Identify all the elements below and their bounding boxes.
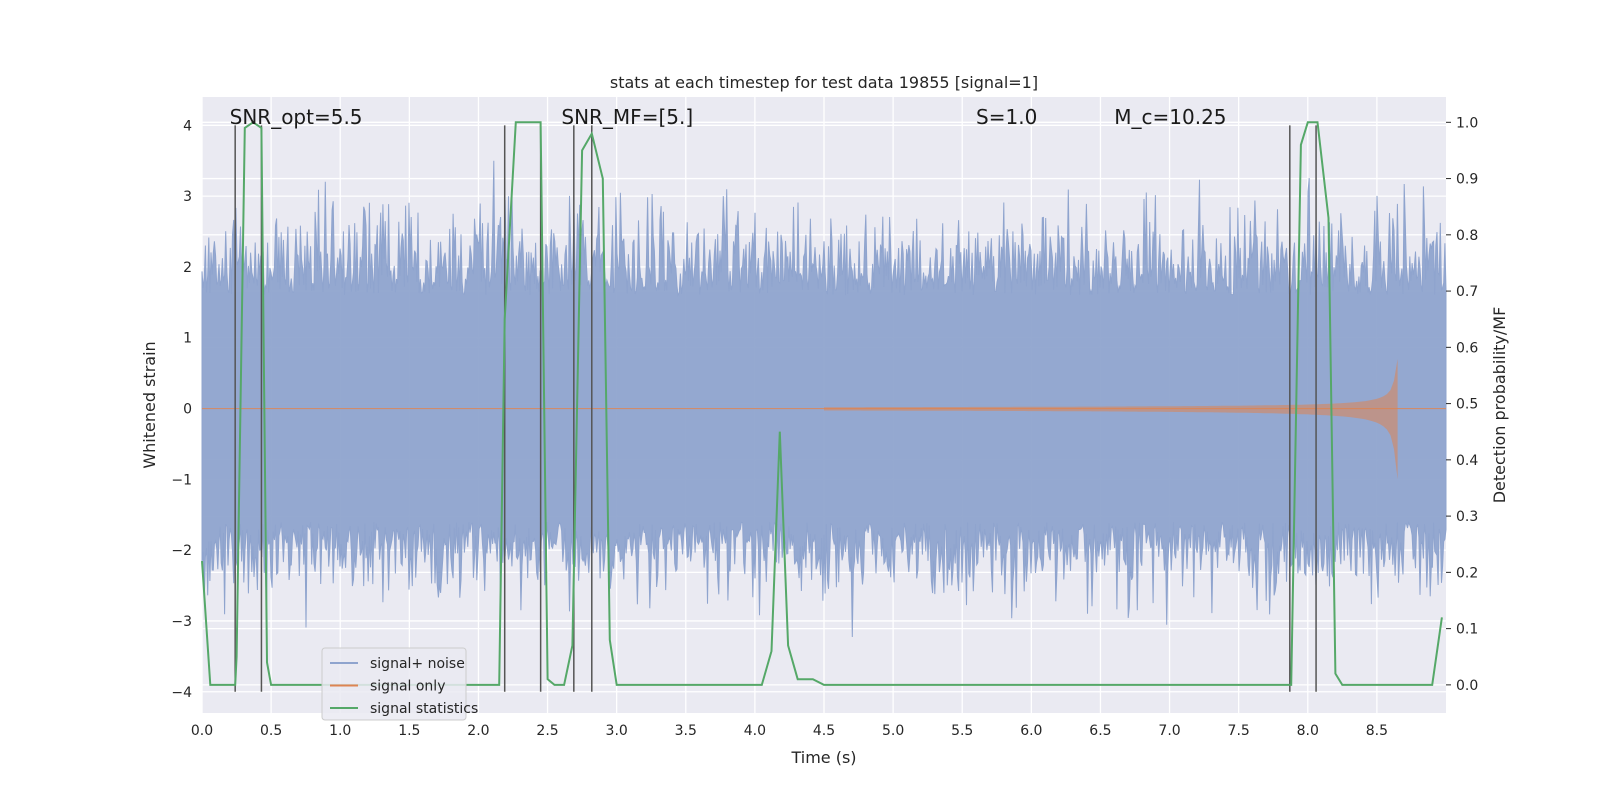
signal-only-series	[202, 359, 1446, 480]
y-right-axis-label: Detection probability/MF	[1490, 307, 1509, 504]
chart-title: stats at each timestep for test data 198…	[610, 73, 1038, 92]
legend-label-signal-statistics: signal statistics	[370, 701, 478, 717]
x-tick-label: 6.5	[1089, 723, 1111, 739]
y-axis-ticks: −4 −3 −2 −1 0 1 2 3 4	[171, 118, 192, 700]
x-tick-label: 7.0	[1158, 723, 1180, 739]
y-tick-label: 3	[183, 189, 192, 205]
signal-noise-series	[201, 160, 1447, 638]
y-right-tick-label: 0.0	[1456, 678, 1478, 694]
y-right-tick-label: 0.8	[1456, 228, 1478, 244]
legend-box	[321, 647, 467, 721]
x-tick-label: 5.5	[951, 723, 973, 739]
y-right-tick-label: 0.6	[1456, 340, 1478, 356]
y-right-tick-label: 0.7	[1456, 284, 1478, 300]
y-right-tick-label: 0.5	[1456, 397, 1478, 413]
x-tick-label: 6.0	[1020, 723, 1042, 739]
y-right-tick-label: 0.2	[1456, 565, 1478, 581]
y-tick-label: 0	[183, 402, 192, 418]
y-right-axis-ticks: 0.0 0.1 0.2 0.3 0.4 0.5 0.6 0.7 0.8 0.9 1.0	[1446, 115, 1478, 694]
chirp-mass-annotation: M_c=10.25	[1114, 105, 1226, 129]
x-axis-ticks: 0.0 0.5 1.0 1.5 2.0 2.5 3.0 3.5 4.0 4.5 5.0 5.5 6.0 6…	[191, 723, 1388, 739]
legend-label-signal-only: signal only	[370, 679, 445, 695]
y-right-tick-label: 0.9	[1456, 172, 1478, 188]
y-right-tick-label: 0.4	[1456, 453, 1478, 469]
signal-statistics-series	[201, 121, 1443, 686]
snr-mf-annotation: SNR_MF=[5.]	[561, 105, 693, 129]
annotations: SNR_opt=5.5 SNR_MF=[5.] S=1.0 M_c=10.25	[230, 105, 1227, 129]
x-tick-label: 1.0	[329, 723, 351, 739]
s-annotation: S=1.0	[976, 105, 1037, 129]
y-tick-label: −2	[171, 543, 192, 559]
x-tick-label: 8.0	[1297, 723, 1319, 739]
x-tick-label: 3.0	[606, 723, 628, 739]
x-tick-label: 8.5	[1366, 723, 1388, 739]
snr-opt-annotation: SNR_opt=5.5	[230, 105, 363, 129]
x-tick-label: 4.0	[744, 723, 766, 739]
y-tick-label: 2	[183, 260, 192, 276]
y-right-tick-label: 1.0	[1456, 115, 1478, 131]
x-tick-label: 2.5	[536, 723, 558, 739]
y-tick-label: 4	[183, 118, 192, 134]
y-tick-label: −3	[171, 614, 192, 630]
x-tick-label: 5.0	[882, 723, 904, 739]
legend-label-signal-noise: signal+ noise	[370, 656, 465, 672]
x-tick-label: 1.5	[398, 723, 420, 739]
signal-noise-band	[201, 160, 1447, 638]
x-tick-label: 3.5	[675, 723, 697, 739]
signal-statistics-line	[201, 121, 1443, 686]
y-right-tick-label: 0.3	[1456, 509, 1478, 525]
y-right-tick-label: 0.1	[1456, 622, 1478, 638]
y-tick-label: −1	[171, 472, 192, 488]
legend: signal+ noise signal only signal statist…	[321, 647, 478, 721]
y-axis-label: Whitened strain	[140, 341, 159, 468]
x-axis-label: Time (s)	[790, 748, 856, 767]
x-tick-label: 7.5	[1228, 723, 1250, 739]
x-tick-label: 2.0	[467, 723, 489, 739]
x-tick-label: 4.5	[813, 723, 835, 739]
x-tick-label: 0.0	[191, 723, 213, 739]
y-tick-label: 1	[183, 331, 192, 347]
y-tick-label: −4	[171, 685, 192, 701]
x-tick-label: 0.5	[260, 723, 282, 739]
